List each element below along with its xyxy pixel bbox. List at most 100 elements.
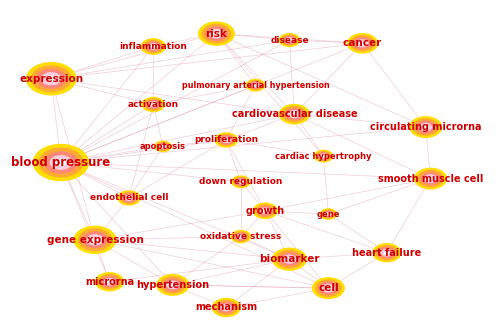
Circle shape <box>143 40 164 53</box>
Circle shape <box>104 278 116 286</box>
Circle shape <box>31 65 72 92</box>
Text: circulating microrna: circulating microrna <box>370 122 482 132</box>
Circle shape <box>252 83 260 88</box>
Circle shape <box>315 280 342 297</box>
Circle shape <box>360 41 366 46</box>
Circle shape <box>416 121 436 134</box>
Circle shape <box>38 148 84 177</box>
Circle shape <box>378 247 396 258</box>
Circle shape <box>209 29 224 38</box>
Text: microrna: microrna <box>85 277 134 287</box>
Circle shape <box>283 36 296 44</box>
Circle shape <box>414 168 447 189</box>
Circle shape <box>46 75 56 82</box>
Circle shape <box>162 145 165 148</box>
Circle shape <box>255 204 276 217</box>
Circle shape <box>282 254 296 264</box>
Circle shape <box>326 213 330 215</box>
Text: cardiac hypertrophy: cardiac hypertrophy <box>276 151 372 161</box>
Circle shape <box>316 151 332 161</box>
Circle shape <box>156 142 170 151</box>
Circle shape <box>427 176 434 181</box>
Circle shape <box>101 276 118 288</box>
Circle shape <box>234 233 247 241</box>
Circle shape <box>279 104 310 124</box>
Circle shape <box>318 281 338 295</box>
Circle shape <box>322 284 335 293</box>
Circle shape <box>312 277 345 299</box>
Circle shape <box>154 141 172 152</box>
Text: smooth muscle cell: smooth muscle cell <box>378 174 483 184</box>
Circle shape <box>95 272 124 292</box>
Circle shape <box>202 24 232 44</box>
Circle shape <box>246 79 265 92</box>
Circle shape <box>74 226 116 254</box>
Text: risk: risk <box>206 29 228 39</box>
Circle shape <box>420 172 440 185</box>
Circle shape <box>279 33 300 47</box>
Circle shape <box>230 230 251 243</box>
Circle shape <box>146 100 160 109</box>
Circle shape <box>163 279 182 292</box>
Circle shape <box>144 98 163 111</box>
Text: mechanism: mechanism <box>195 303 258 313</box>
Circle shape <box>237 234 245 239</box>
Circle shape <box>126 196 132 200</box>
Circle shape <box>26 62 76 96</box>
Circle shape <box>286 257 293 262</box>
Circle shape <box>424 174 437 183</box>
Text: oxidative stress: oxidative stress <box>200 232 281 241</box>
Circle shape <box>252 202 278 219</box>
Text: biomarker: biomarker <box>259 254 320 264</box>
Text: heart failure: heart failure <box>352 248 422 258</box>
Circle shape <box>158 143 168 150</box>
Circle shape <box>356 39 368 47</box>
Circle shape <box>86 234 104 245</box>
Circle shape <box>151 45 156 48</box>
Circle shape <box>276 250 303 268</box>
Circle shape <box>36 69 66 89</box>
Circle shape <box>156 274 190 296</box>
Circle shape <box>248 80 263 90</box>
Text: apoptosis: apoptosis <box>140 142 186 151</box>
Circle shape <box>281 34 298 46</box>
Circle shape <box>409 116 442 138</box>
Circle shape <box>422 125 429 129</box>
Circle shape <box>318 152 330 160</box>
Circle shape <box>151 103 156 106</box>
Text: cardiovascular disease: cardiovascular disease <box>232 109 357 119</box>
Circle shape <box>218 302 235 313</box>
Circle shape <box>140 38 166 55</box>
Circle shape <box>90 237 99 243</box>
Circle shape <box>120 192 139 204</box>
Circle shape <box>220 304 232 311</box>
Circle shape <box>78 228 112 251</box>
Circle shape <box>288 39 292 42</box>
Circle shape <box>250 81 262 89</box>
Circle shape <box>323 211 334 217</box>
Circle shape <box>384 251 390 255</box>
Circle shape <box>322 155 326 157</box>
Circle shape <box>146 42 161 52</box>
Circle shape <box>82 231 108 248</box>
Circle shape <box>206 26 228 41</box>
Circle shape <box>148 101 158 108</box>
Circle shape <box>254 84 258 86</box>
Circle shape <box>235 178 246 186</box>
Text: cancer: cancer <box>343 38 382 48</box>
Circle shape <box>212 298 241 317</box>
Circle shape <box>320 153 328 159</box>
Circle shape <box>381 249 392 257</box>
Circle shape <box>222 137 231 143</box>
Text: expression: expression <box>19 74 83 84</box>
Circle shape <box>198 21 235 46</box>
Circle shape <box>224 138 228 141</box>
Text: growth: growth <box>246 206 284 216</box>
Circle shape <box>262 209 268 213</box>
Text: hypertension: hypertension <box>136 280 210 290</box>
Circle shape <box>232 231 249 242</box>
Circle shape <box>170 283 176 287</box>
Circle shape <box>239 235 243 238</box>
Circle shape <box>56 159 66 166</box>
Text: cell: cell <box>318 283 338 293</box>
